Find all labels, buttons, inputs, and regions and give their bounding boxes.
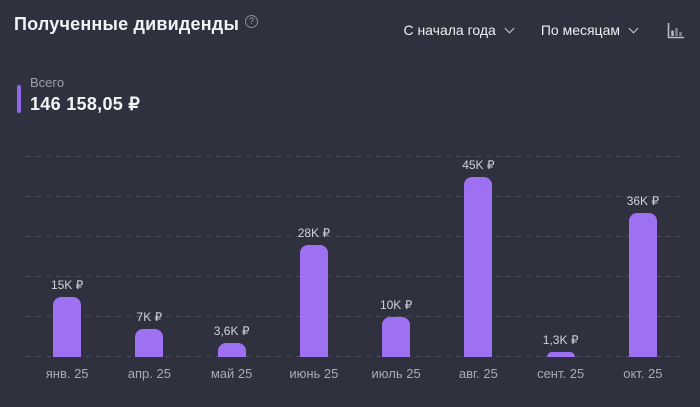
grid-line	[26, 356, 684, 357]
x-axis-label: май 25	[210, 366, 253, 381]
bar-chart-icon	[667, 22, 685, 39]
total-label: Всего	[30, 75, 65, 90]
chevron-down-icon	[628, 23, 639, 33]
bar[interactable]	[628, 213, 657, 357]
total-value: 146 158,05 ₽	[30, 94, 141, 114]
bar-column: 36K ₽	[602, 157, 684, 357]
grid-line	[26, 276, 684, 277]
bar-value-label: 15K ₽	[50, 278, 84, 292]
period-dropdown[interactable]: С начала года	[403, 22, 515, 38]
total-summary: Всего 146 158,05 ₽	[17, 75, 686, 115]
help-icon[interactable]: ?	[245, 15, 259, 28]
period-dropdown-value: С начала года	[403, 22, 496, 38]
bar-value-label: 28K ₽	[297, 226, 331, 240]
title-wrap: Полученные дивиденды ?	[14, 14, 259, 35]
bar[interactable]	[546, 351, 575, 357]
chevron-down-icon	[504, 23, 515, 33]
x-axis-labels: янв. 25 апр. 25 май 25 июнь 25 июль 25 авг. 2…	[26, 366, 684, 381]
bar-value-label: 1,3K ₽	[542, 332, 579, 347]
total-texts: Всего 146 158,05 ₽	[30, 75, 140, 115]
grid-line	[26, 156, 684, 157]
bar-column: 15K ₽	[26, 157, 108, 357]
bar-value-label: 45K ₽	[462, 158, 495, 172]
grouping-dropdown-value: По месяцам	[540, 22, 620, 38]
bar-column: 28K ₽	[273, 157, 355, 357]
plot-area: 15K ₽ 7K ₽ 3,6K ₽ 28K ₽ 10K ₽ 45K ₽ 1,3K ₽ 36K …	[26, 156, 684, 357]
x-axis-label: авг. 25	[458, 366, 498, 381]
x-axis-label: сент. 25	[537, 366, 585, 381]
bar-column: 10K ₽	[355, 157, 437, 357]
bar[interactable]	[217, 342, 246, 357]
bar[interactable]	[53, 297, 82, 357]
chart-type-button[interactable]	[665, 21, 686, 41]
bar[interactable]	[135, 329, 164, 357]
bar-value-label: 36K ₽	[626, 194, 660, 208]
bar[interactable]	[382, 317, 411, 357]
grid-line	[26, 236, 684, 237]
bar[interactable]	[464, 177, 493, 357]
x-axis-label: апр. 25	[127, 366, 171, 381]
bar-value-label: 7K ₽	[136, 310, 163, 324]
bar-column: 1,3K ₽	[520, 157, 602, 357]
x-axis-label: янв. 25	[45, 366, 89, 381]
header: Полученные дивиденды ? С начала года По …	[14, 14, 686, 41]
bar-column: 45K ₽	[437, 157, 519, 357]
bar-column: 3,6K ₽	[191, 157, 273, 357]
bar-value-label: 10K ₽	[379, 298, 413, 312]
dividends-bar-chart: 15K ₽ 7K ₽ 3,6K ₽ 28K ₽ 10K ₽ 45K ₽ 1,3K ₽ 36K …	[26, 156, 684, 381]
grid-line	[26, 196, 684, 197]
bars-row: 15K ₽ 7K ₽ 3,6K ₽ 28K ₽ 10K ₽ 45K ₽ 1,3K ₽ 36K …	[26, 157, 684, 357]
grouping-dropdown[interactable]: По месяцам	[540, 22, 639, 38]
total-accent-bar	[17, 85, 21, 113]
bar[interactable]	[299, 245, 328, 357]
page-title: Полученные дивиденды	[14, 14, 240, 34]
x-axis-label: июль 25	[371, 366, 421, 381]
bar-column: 7K ₽	[108, 157, 190, 357]
grid-line	[26, 316, 684, 317]
header-controls: С начала года По месяцам	[403, 14, 686, 41]
x-axis-label: июнь 25	[289, 366, 339, 381]
x-axis-label: окт. 25	[623, 366, 663, 381]
bar-value-label: 3,6K ₽	[213, 323, 250, 338]
